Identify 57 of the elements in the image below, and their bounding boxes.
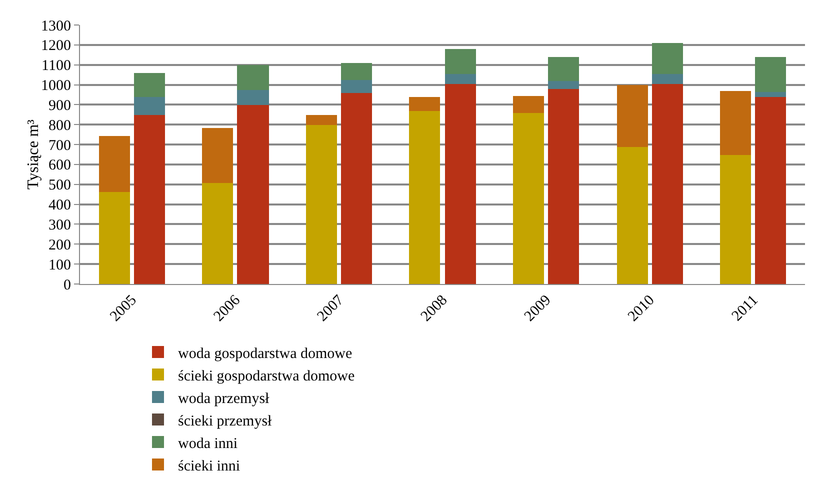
- bar: [445, 74, 476, 84]
- bar: [341, 63, 372, 80]
- bar: [237, 105, 269, 284]
- legend-label: ścieki gospodarstwa domowe: [178, 368, 355, 384]
- bar: [755, 92, 786, 97]
- y-tick-label: 500: [48, 178, 71, 194]
- legend-label: ścieki przemysł: [178, 413, 273, 430]
- y-tick-label: 1100: [42, 58, 71, 74]
- bar: [306, 115, 337, 125]
- y-tick-label: 300: [48, 217, 71, 234]
- bar: [306, 125, 337, 284]
- bar: [341, 93, 372, 284]
- bar: [409, 111, 440, 284]
- legend-label: ścieki inni: [178, 458, 240, 474]
- y-tick-label: 400: [48, 198, 71, 214]
- bar: [134, 115, 165, 284]
- bar: [755, 57, 786, 92]
- bar: [341, 80, 372, 93]
- bar: [134, 97, 165, 115]
- y-tick-label: 1000: [41, 78, 71, 94]
- bar: [237, 65, 269, 90]
- y-tick-label: 700: [48, 138, 71, 154]
- bar: [720, 91, 751, 155]
- y-tick-label: 200: [48, 237, 71, 254]
- bar: [202, 183, 233, 284]
- y-tick-label: 100: [48, 257, 71, 274]
- bar: [720, 155, 751, 284]
- y-tick-label: 0: [64, 277, 71, 294]
- bar: [652, 43, 683, 74]
- bar: [445, 49, 476, 74]
- bar: [548, 57, 579, 81]
- bar: [134, 73, 165, 97]
- legend-label: woda przemysł: [178, 390, 270, 407]
- bar: [99, 136, 130, 192]
- bar: [513, 113, 544, 284]
- x-tick-label: 2011: [729, 292, 762, 324]
- y-tick-label: 1300: [41, 18, 71, 34]
- bar: [617, 85, 648, 147]
- bar: [513, 96, 544, 113]
- bar: [409, 97, 440, 111]
- legend-label: woda gospodarstwa domowe: [178, 346, 352, 362]
- bar: [652, 84, 683, 284]
- y-tick-label: 900: [48, 98, 71, 114]
- bar: [202, 128, 233, 183]
- bar: [617, 147, 648, 284]
- bar: [755, 97, 786, 284]
- bar: [445, 84, 476, 284]
- bar: [99, 192, 130, 284]
- bar: [548, 81, 579, 89]
- bar: [652, 74, 683, 84]
- y-tick-label: 1200: [41, 38, 71, 54]
- legend-label: woda inni: [178, 436, 238, 452]
- y-tick-label: 600: [48, 158, 71, 174]
- y-tick-label: 800: [48, 118, 71, 134]
- y-axis-title: Tysiące m³: [25, 119, 42, 190]
- bar: [237, 90, 269, 105]
- bar: [548, 89, 579, 284]
